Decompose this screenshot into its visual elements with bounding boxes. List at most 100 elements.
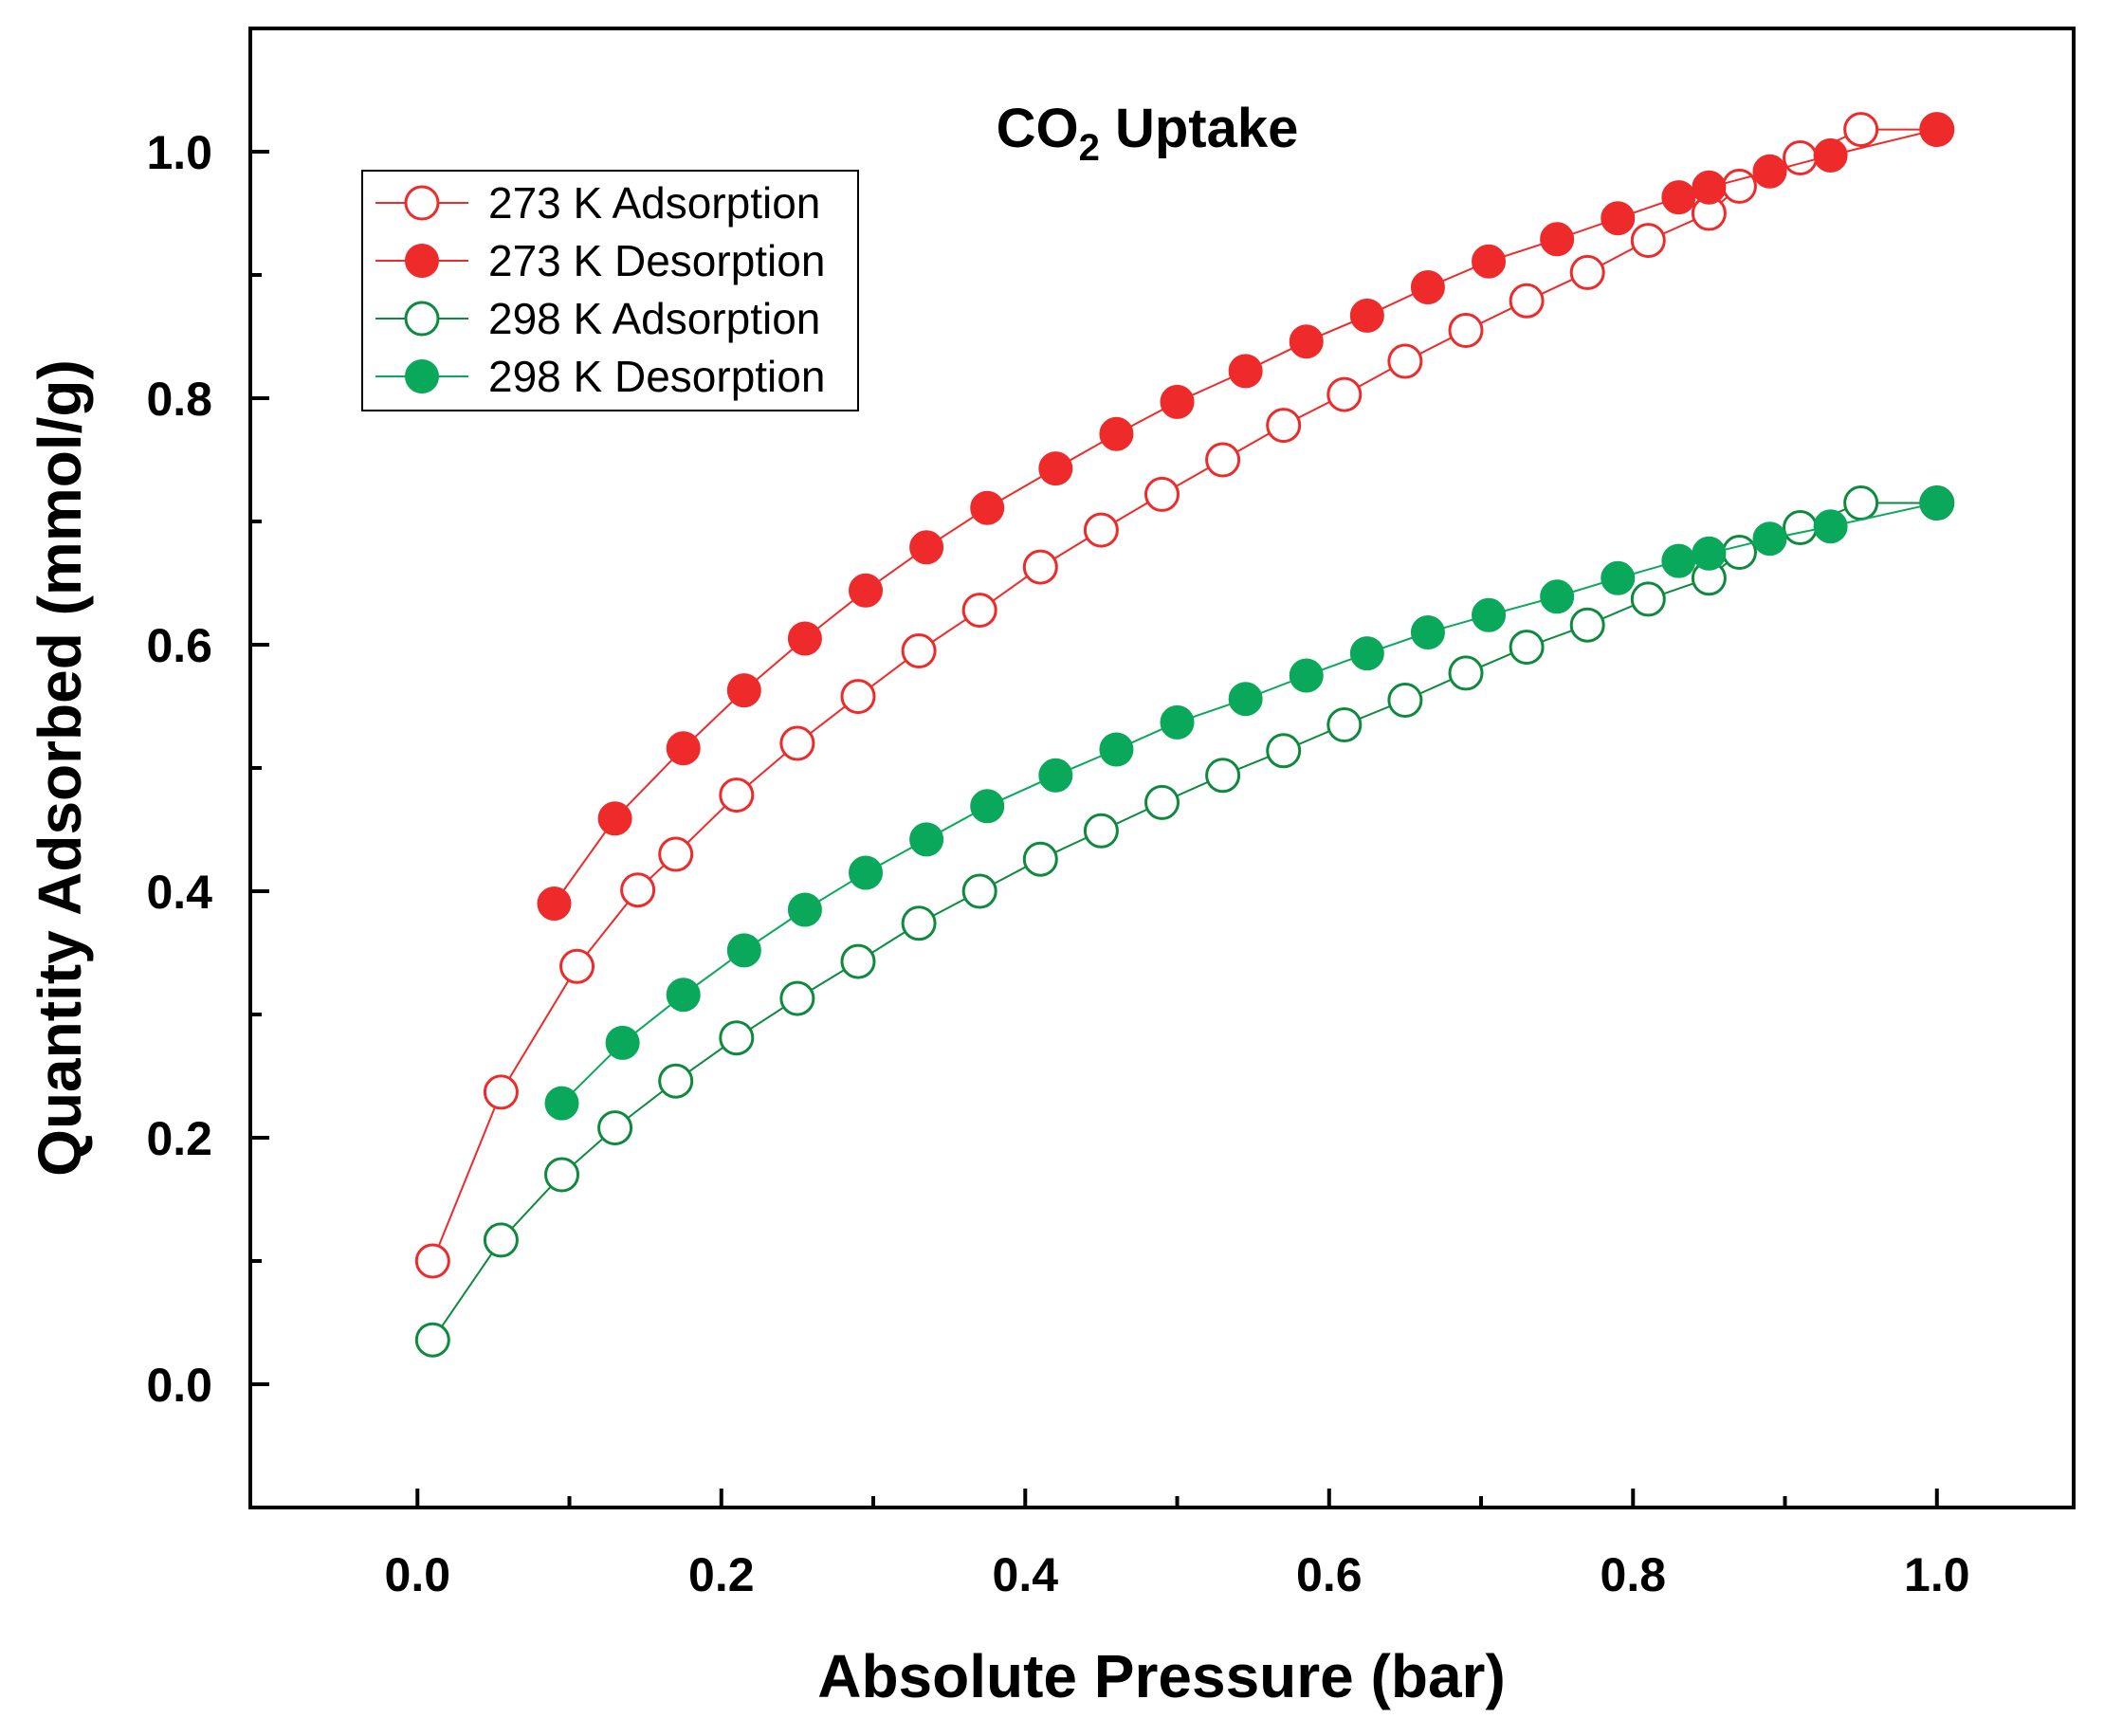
data-point [787,892,822,927]
y-tick-label: 0.6 [146,619,212,672]
legend-entry: 273 K Adsorption [375,178,820,228]
data-point [1783,510,1819,545]
data-point [1661,543,1696,578]
data-point [1387,683,1423,718]
x-tick-label: 0.6 [1296,1548,1363,1601]
y-tick-label: 0.0 [146,1359,212,1412]
data-point [1509,630,1545,666]
data-point [1569,254,1605,290]
legend-box [361,170,859,411]
data-point [909,530,944,565]
data-point [1752,154,1787,189]
data-point [1099,416,1134,451]
x-tick-label: 0.2 [688,1548,755,1601]
data-point [719,1020,755,1056]
data-point [559,948,595,984]
data-point [961,873,997,909]
data-point [1472,244,1507,279]
x-tick-label: 0.0 [385,1548,451,1601]
data-point [1569,607,1605,643]
data-point [1540,579,1575,614]
legend: 273 K Adsorption 273 K Desorption 298 K Ad… [361,170,859,411]
data-point [1843,112,1879,148]
x-tick-label: 0.8 [1601,1548,1667,1601]
data-point [1160,704,1195,740]
data-point [1326,376,1363,412]
legend-label: 298 K Desorption [488,352,825,401]
axis-ticks [250,150,1939,1508]
data-point [1228,682,1263,717]
data-point [970,490,1005,525]
y-tick-label: 0.2 [146,1112,212,1165]
data-point [726,933,761,968]
data-point [1919,112,1954,147]
data-point [1813,509,1848,544]
data-point [779,725,815,761]
data-point [1721,535,1757,570]
series-line [560,502,1937,1105]
data-point [414,1243,450,1279]
series-298-k-desorption [544,485,1954,1121]
data-point [1289,658,1324,693]
legend-marker [404,185,440,221]
data-point [1022,549,1058,585]
data-point [1630,223,1666,259]
data-point [1349,298,1384,333]
data-point [658,1063,694,1099]
data-point [849,855,884,890]
x-axis-title: Absolute Pressure (bar) [817,1642,1506,1710]
data-point [1843,485,1879,521]
chart-title: CO2 Uptake [997,98,1299,169]
data-point [961,593,997,629]
legend-entry: 298 K Adsorption [375,294,820,343]
data-point [1410,615,1445,649]
data-point [1083,512,1119,548]
data-point [544,1157,580,1193]
series-layer [414,112,1955,1358]
data-point [787,621,822,656]
data-point [483,1074,519,1110]
legend-marker [405,244,439,278]
data-point [1083,813,1119,849]
data-point [1472,597,1507,632]
data-point [1289,324,1324,359]
legend-entries: 273 K Adsorption 273 K Desorption 298 K Ad… [375,178,825,401]
data-point [597,1110,633,1146]
data-point [1266,733,1302,769]
data-point [726,673,761,708]
legend-label: 273 K Desorption [488,236,825,285]
data-point [779,980,815,1016]
data-point [1160,384,1195,419]
data-point [970,789,1005,824]
data-point [597,801,632,836]
x-tick-label: 1.0 [1904,1548,1970,1601]
data-point [849,573,884,608]
data-point [666,731,701,766]
series-298-k-adsorption [414,485,1955,1358]
data-point [1448,655,1484,691]
legend-entry: 298 K Desorption [375,352,825,401]
tick-labels: 0.0 0.2 0.4 0.6 0.8 1.0 0.0 0.2 0.4 0.6 0.8 1.0 [146,126,1969,1601]
data-point [1601,201,1636,236]
data-point [1692,170,1727,205]
data-point [1752,521,1787,557]
data-point [840,679,876,715]
data-point [666,978,701,1013]
data-point [1205,442,1241,478]
data-point [1205,758,1241,794]
data-point [537,886,572,921]
data-point [1721,168,1757,204]
data-point [1630,581,1666,617]
legend-entry: 273 K Desorption [375,236,825,285]
data-point [1509,283,1545,319]
data-point [544,1086,579,1121]
x-tick-label: 0.4 [993,1548,1059,1601]
data-point [658,836,694,872]
data-point [1326,707,1363,742]
y-axis-title: Quantity Adsorbed (mmol/g) [26,359,94,1177]
data-point [1601,560,1636,595]
data-point [1228,354,1263,389]
y-tick-label: 0.4 [146,866,212,919]
data-point [840,943,876,979]
